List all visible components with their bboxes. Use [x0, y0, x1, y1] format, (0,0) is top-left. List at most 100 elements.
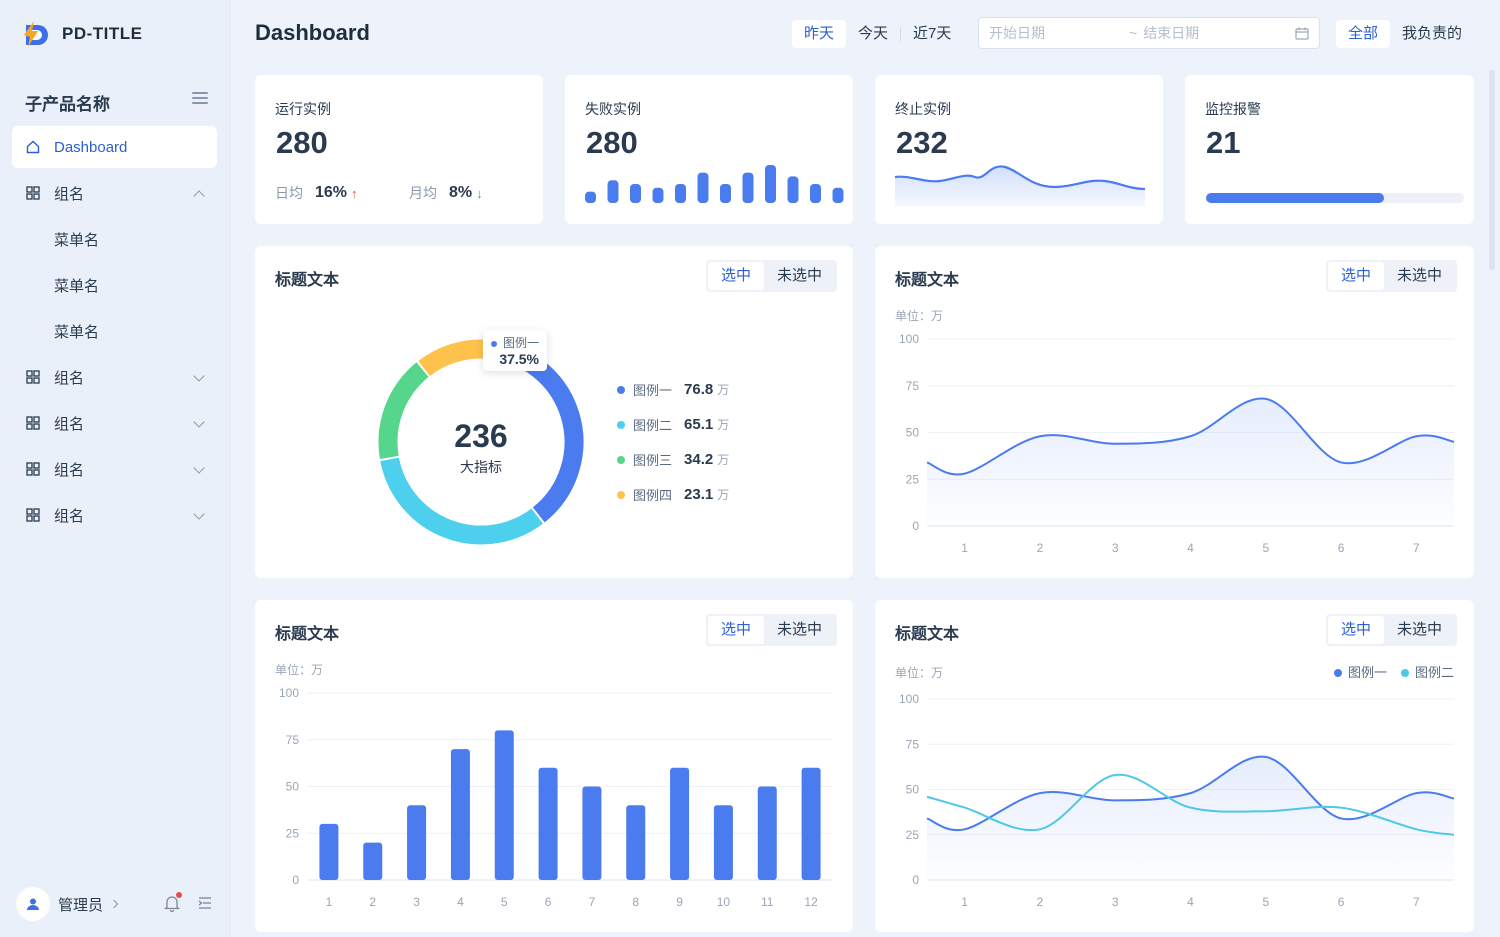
mini-area-fill: [895, 166, 1145, 207]
range-yesterday-button[interactable]: 昨天: [792, 20, 847, 48]
series-line[interactable]: [926, 773, 1455, 836]
y-tick-label: 50: [286, 780, 300, 794]
x-tick-label: 2: [1037, 895, 1044, 909]
calendar-icon[interactable]: [1295, 27, 1309, 40]
chevron-down-icon: [193, 508, 205, 520]
mini-area-chart: [895, 165, 1145, 207]
stat-value: 280: [586, 125, 638, 160]
sidebar-item-label: 组名: [54, 185, 85, 203]
alert-progress-fill: [1206, 193, 1385, 203]
list-indent-icon[interactable]: [198, 896, 212, 910]
donut-slice[interactable]: [418, 339, 487, 377]
sidebar-group-4[interactable]: 组名: [12, 448, 217, 490]
segment-on-button[interactable]: 选中: [708, 616, 765, 644]
bar[interactable]: [713, 805, 733, 880]
bar[interactable]: [801, 767, 821, 880]
card-title: 标题文本: [895, 626, 960, 643]
segment-on-button[interactable]: 选中: [708, 262, 765, 290]
series-line[interactable]: [926, 397, 1455, 476]
chevron-up-icon: [193, 190, 205, 202]
unit-label: 单位：万: [895, 309, 944, 323]
notification-dot: [176, 892, 182, 898]
scope-all-button[interactable]: 全部: [1336, 20, 1391, 48]
bar[interactable]: [626, 805, 646, 880]
date-end-field[interactable]: 结束日期: [1143, 25, 1200, 41]
bar[interactable]: [538, 767, 558, 880]
donut-slice[interactable]: [380, 457, 543, 545]
sidebar-item-label: 组名: [54, 369, 85, 387]
scope-mine-button[interactable]: 我负责的: [1402, 25, 1463, 42]
y-tick-label: 0: [912, 873, 919, 887]
x-tick-label: 2: [369, 895, 376, 909]
user-name[interactable]: 管理员: [58, 896, 104, 914]
sidebar-subitem-2[interactable]: 菜单名: [12, 264, 217, 306]
segment-on-button[interactable]: 选中: [1328, 262, 1385, 290]
tooltip-dot: [491, 341, 497, 347]
date-range-picker[interactable]: 开始日期 ~ 结束日期: [978, 17, 1320, 49]
daily-value: 16%: [315, 184, 348, 201]
sidebar-group-5[interactable]: 组名: [12, 494, 217, 536]
legend-item[interactable]: 图例一: [1333, 662, 1387, 681]
menu-collapse-icon[interactable]: [192, 92, 208, 106]
legend-unit: 万: [717, 383, 730, 397]
segment-off-button[interactable]: 未选中: [777, 621, 823, 638]
x-tick-label: 6: [1338, 895, 1345, 909]
legend-item[interactable]: 图例四 23.1 万: [617, 485, 729, 504]
bar[interactable]: [494, 730, 514, 880]
segment-on-button[interactable]: 选中: [1328, 616, 1385, 644]
x-tick-label: 7: [589, 895, 596, 909]
x-tick-label: 8: [632, 895, 639, 909]
product-name: 子产品名称: [25, 95, 110, 114]
bar[interactable]: [363, 842, 383, 880]
avatar[interactable]: [16, 887, 50, 921]
stat-value: 232: [896, 125, 948, 160]
range-today-button[interactable]: 今天: [858, 25, 889, 42]
donut-slice[interactable]: [378, 362, 429, 460]
mini-bar: [742, 172, 754, 203]
legend-item[interactable]: 图例三 34.2 万: [617, 450, 729, 469]
mini-bar: [810, 184, 821, 203]
bar[interactable]: [582, 786, 602, 881]
legend-item[interactable]: 图例一 76.8 万: [617, 380, 729, 399]
date-start-field[interactable]: 开始日期: [989, 25, 1045, 41]
range-7days-button[interactable]: 近7天: [913, 25, 952, 42]
bell-icon[interactable]: [164, 894, 180, 912]
alert-progress-track: [1206, 193, 1464, 203]
sidebar-item-dashboard[interactable]: Dashboard: [12, 126, 217, 168]
y-tick-label: 25: [286, 826, 300, 840]
scrollbar[interactable]: [1489, 70, 1495, 270]
x-tick-label: 4: [457, 895, 464, 909]
user-icon: [27, 898, 39, 910]
arrow-down-icon: ↓: [476, 185, 483, 201]
segment-off-button[interactable]: 未选中: [1397, 621, 1443, 638]
bar[interactable]: [757, 786, 777, 881]
sidebar-group-1[interactable]: 组名: [12, 172, 217, 214]
legend-name: 图例二: [1414, 665, 1454, 680]
sidebar-group-2[interactable]: 组名: [12, 356, 217, 398]
bar[interactable]: [450, 749, 470, 880]
x-tick-label: 5: [1262, 895, 1269, 909]
legend-name: 图例一: [633, 383, 673, 398]
chevron-down-icon: [193, 370, 205, 382]
x-tick-label: 1: [961, 895, 968, 909]
sidebar-subitem-1[interactable]: 菜单名: [12, 218, 217, 260]
segment-off-button[interactable]: 未选中: [777, 267, 823, 284]
y-tick-label: 50: [906, 426, 920, 440]
bar[interactable]: [670, 767, 690, 880]
sidebar-group-3[interactable]: 组名: [12, 402, 217, 444]
segment-off-button[interactable]: 未选中: [1397, 267, 1443, 284]
bar[interactable]: [319, 823, 339, 880]
brand[interactable]: PD-TITLE: [22, 18, 143, 50]
monthly-value: 8%: [449, 184, 473, 201]
legend-dot: [1400, 669, 1409, 677]
x-tick-label: 10: [717, 895, 731, 909]
legend-item[interactable]: 图例二 65.1 万: [617, 415, 729, 434]
series-line[interactable]: [926, 755, 1455, 832]
brand-name: PD-TITLE: [62, 24, 143, 43]
chart-tooltip: 图例一 37.5%: [483, 330, 548, 371]
bar[interactable]: [407, 805, 427, 880]
stat-title: 失败实例: [585, 101, 641, 117]
legend-item[interactable]: 图例二: [1400, 662, 1454, 681]
sidebar-subitem-3[interactable]: 菜单名: [12, 310, 217, 352]
